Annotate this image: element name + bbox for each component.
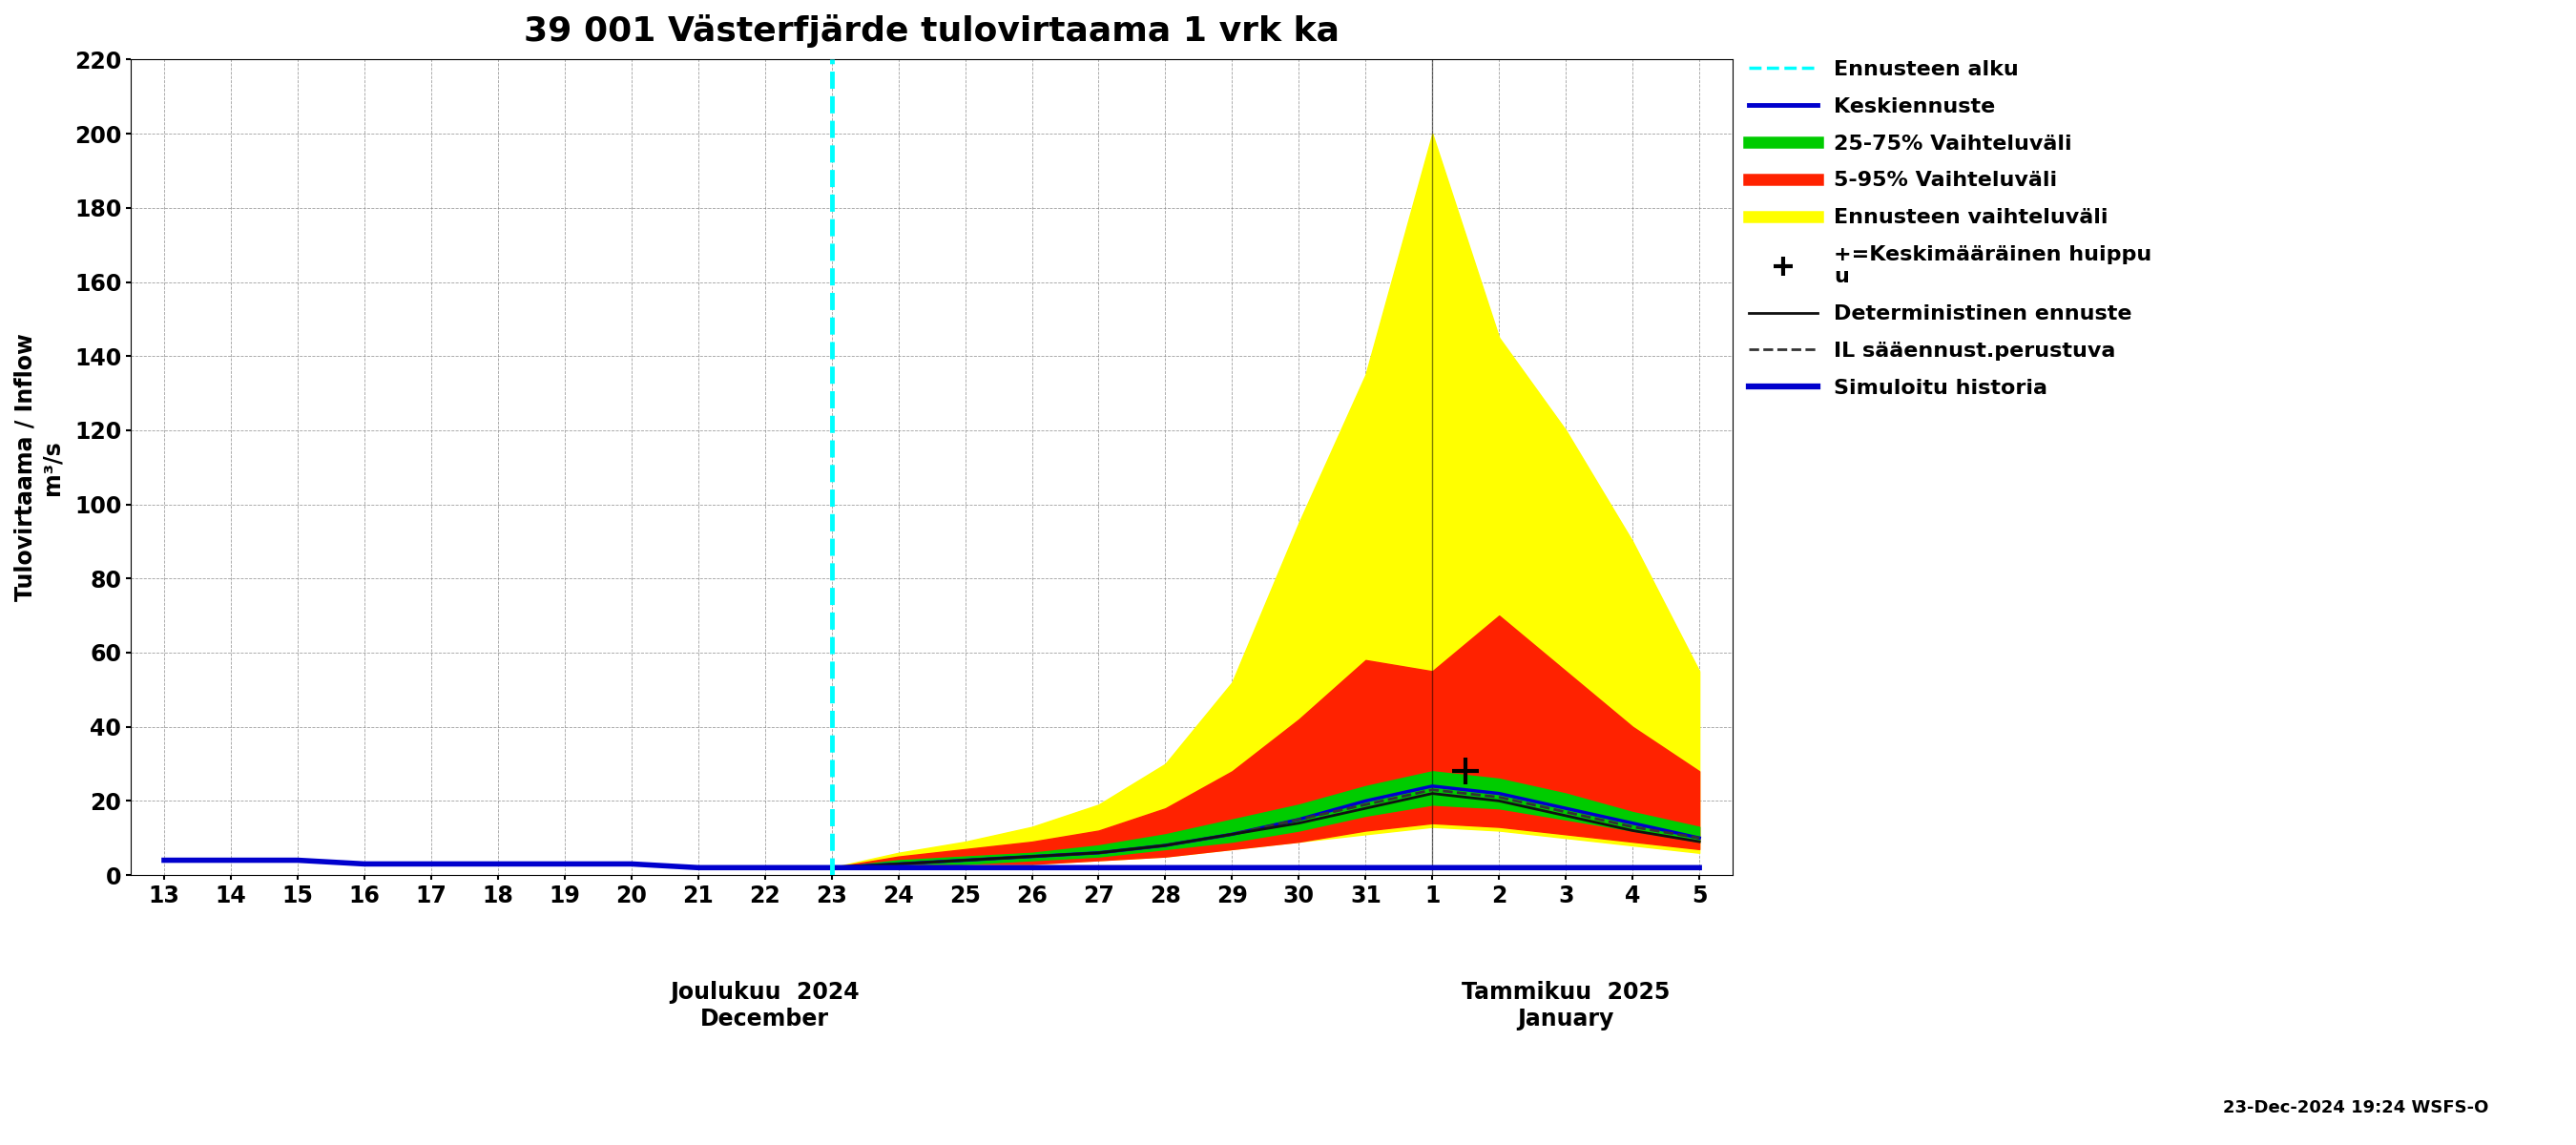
Legend: Ennusteen alku, Keskiennuste, 25-75% Vaihteluväli, 5-95% Vaihteluväli, Ennusteen: Ennusteen alku, Keskiennuste, 25-75% Vai… xyxy=(1741,52,2161,406)
Title: 39 001 Västerfjärde tulovirtaama 1 vrk ka: 39 001 Västerfjärde tulovirtaama 1 vrk k… xyxy=(523,14,1340,48)
Text: Joulukuu  2024
December: Joulukuu 2024 December xyxy=(670,981,860,1031)
Text: Tammikuu  2025
January: Tammikuu 2025 January xyxy=(1461,981,1669,1031)
Y-axis label: Tulovirtaama / Inflow
m³/s: Tulovirtaama / Inflow m³/s xyxy=(15,333,64,601)
Text: 23-Dec-2024 19:24 WSFS-O: 23-Dec-2024 19:24 WSFS-O xyxy=(2223,1099,2488,1116)
